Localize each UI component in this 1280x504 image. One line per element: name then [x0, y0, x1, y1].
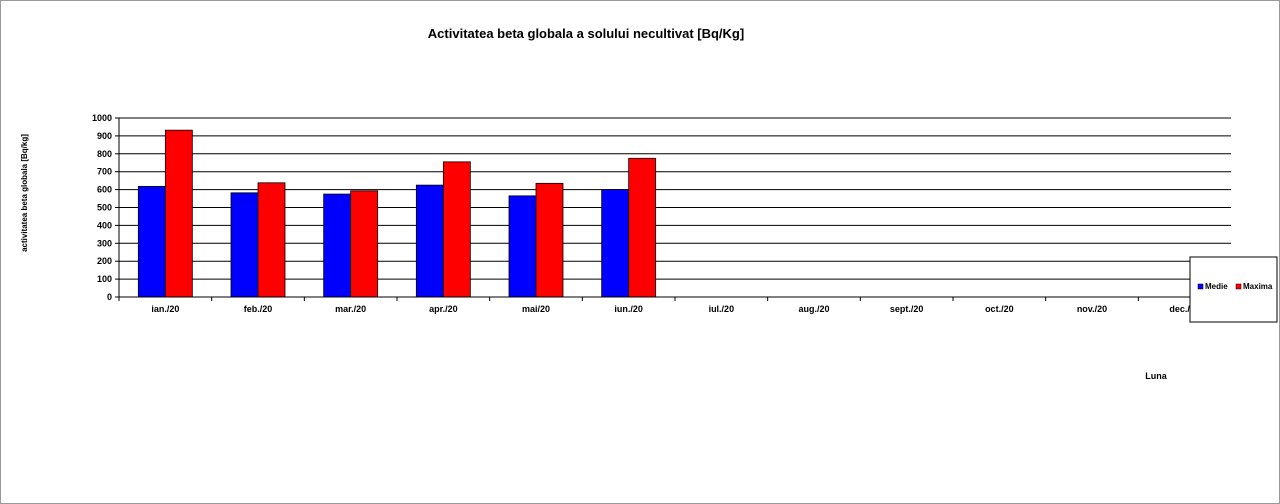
- x-tick-label: mar./20: [335, 304, 366, 314]
- x-tick-label: ian./20: [151, 304, 179, 314]
- legend-label-medie: Medie: [1205, 282, 1228, 291]
- bar-maxima-0: [164, 129, 193, 298]
- bars: [137, 129, 657, 298]
- bar-medie-5: [601, 189, 630, 298]
- x-tick-label: feb./20: [244, 304, 273, 314]
- x-tick-label: dec./20: [1169, 304, 1200, 314]
- axes: [118, 118, 1232, 301]
- x-tick-label: iul./20: [709, 304, 735, 314]
- y-tick-label: 900: [97, 131, 112, 141]
- bar-medie-4: [508, 195, 537, 298]
- x-tick-label: oct./20: [985, 304, 1014, 314]
- bar-maxima-3: [442, 161, 471, 298]
- bar-maxima-5: [628, 157, 657, 298]
- legend-swatch-medie: [1197, 283, 1204, 290]
- y-tick-label: 700: [97, 167, 112, 177]
- chart-title: Activitatea beta globala a solului necul…: [428, 26, 744, 41]
- x-tick-label: apr./20: [429, 304, 458, 314]
- y-tick-label: 400: [97, 220, 112, 230]
- y-tick-label: 300: [97, 238, 112, 248]
- bar-medie-3: [415, 184, 444, 298]
- x-tick-labels: ian./20 feb./20 mar./20 apr./20 mai/20 iun./2…: [151, 304, 1200, 314]
- legend-swatch-maxima: [1235, 283, 1242, 290]
- y-tick-labels: 0 100 200 300 400 500 600 700 800 900 1000: [92, 113, 112, 302]
- legend-label-maxima: Maxima: [1243, 282, 1273, 291]
- x-tick-label: iun./20: [614, 304, 643, 314]
- x-tick-label: sept./20: [890, 304, 924, 314]
- y-tick-label: 200: [97, 256, 112, 266]
- bar-maxima-2: [350, 190, 379, 298]
- x-tick-label: nov./20: [1077, 304, 1107, 314]
- x-tick-label: aug./20: [798, 304, 829, 314]
- x-tick-label: mai/20: [522, 304, 550, 314]
- legend-box: [1189, 256, 1278, 323]
- y-axis-label: activitatea beta globala [Bq/kg]: [20, 134, 29, 252]
- bar-medie-2: [323, 193, 352, 298]
- gridlines: [115, 117, 1231, 298]
- y-tick-label: 500: [97, 203, 112, 213]
- y-tick-label: 0: [107, 292, 112, 302]
- bar-maxima-4: [535, 182, 564, 298]
- bar-maxima-1: [257, 182, 286, 298]
- y-tick-label: 100: [97, 274, 112, 284]
- y-tick-label: 800: [97, 149, 112, 159]
- bar-medie-0: [137, 185, 166, 298]
- bar-medie-1: [230, 192, 259, 298]
- y-tick-label: 600: [97, 185, 112, 195]
- y-tick-label: 1000: [92, 113, 112, 123]
- x-axis-label: Luna: [1145, 371, 1167, 381]
- legend: Medie Maxima: [1189, 256, 1278, 323]
